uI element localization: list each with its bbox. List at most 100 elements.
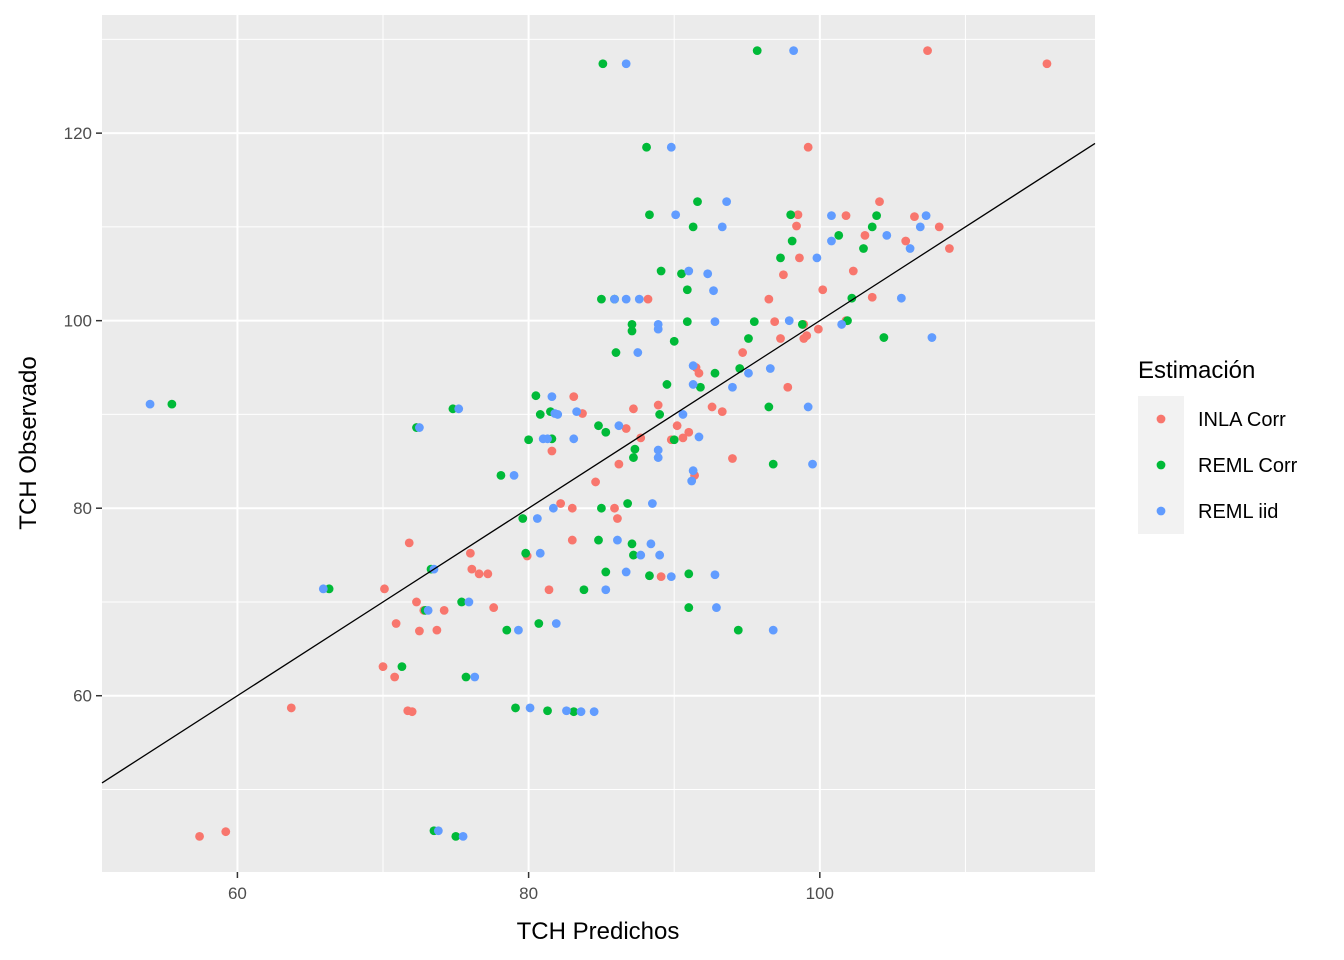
data-point: [669, 336, 679, 346]
data-point: [458, 831, 468, 841]
data-point: [636, 433, 646, 443]
data-point: [623, 499, 633, 508]
data-point: [551, 619, 561, 628]
y-tick-label: 60: [73, 687, 92, 706]
data-point: [621, 424, 631, 433]
data-point: [397, 662, 407, 672]
data-point: [653, 445, 663, 455]
data-point: [195, 831, 204, 841]
data-point: [597, 294, 606, 304]
data-point: [598, 59, 608, 69]
y-tick-label: 100: [64, 312, 92, 331]
data-point: [535, 548, 545, 558]
data-point: [439, 605, 449, 615]
data-point: [470, 672, 480, 682]
data-point: [423, 605, 433, 615]
data-point: [818, 285, 828, 295]
data-point: [693, 197, 702, 206]
data-point: [627, 539, 637, 549]
data-point: [703, 269, 713, 279]
data-point: [710, 368, 720, 378]
data-point: [802, 331, 812, 341]
data-point: [378, 662, 388, 672]
y-axis-ticks: 60 80 100 120: [64, 124, 102, 706]
data-point: [786, 210, 796, 220]
data-point: [707, 402, 717, 412]
data-point: [627, 320, 637, 329]
data-point: [569, 707, 579, 717]
data-point: [682, 285, 692, 295]
data-point: [688, 466, 698, 476]
data-point: [591, 477, 600, 487]
data-point: [687, 476, 697, 486]
legend-key: [1156, 414, 1166, 424]
data-point: [579, 585, 589, 595]
data-point: [467, 564, 477, 574]
data-point: [614, 459, 624, 469]
data-point: [827, 211, 836, 221]
data-point: [514, 625, 523, 635]
data-point: [712, 603, 721, 612]
data-point: [627, 326, 637, 336]
data-point: [451, 831, 461, 841]
data-point: [653, 400, 663, 410]
data-point: [728, 382, 737, 392]
x-tick-label: 100: [806, 884, 834, 903]
data-point: [594, 535, 603, 545]
data-point: [569, 434, 579, 444]
data-point: [717, 407, 727, 417]
data-point: [543, 434, 552, 444]
y-tick-label: 120: [64, 124, 92, 143]
data-point: [882, 230, 892, 240]
data-point: [710, 317, 720, 327]
data-point: [779, 270, 788, 280]
data-point: [812, 253, 822, 263]
identity-line: [101, 142, 1096, 784]
data-point: [642, 142, 651, 152]
data-point: [749, 317, 759, 327]
data-point: [696, 382, 705, 392]
data-point: [813, 324, 823, 334]
data-point: [867, 222, 877, 232]
data-point: [768, 459, 778, 469]
data-point: [483, 569, 493, 579]
data-point: [167, 399, 177, 409]
data-point: [454, 404, 464, 414]
data-point: [841, 211, 851, 221]
data-point: [808, 459, 817, 469]
data-point: [744, 368, 753, 378]
data-point: [597, 503, 606, 513]
data-point: [621, 567, 631, 577]
data-point: [927, 333, 937, 342]
data-point: [461, 672, 471, 682]
data-point: [671, 210, 681, 220]
legend-key: [1156, 460, 1166, 470]
data-point: [621, 294, 631, 304]
data-point: [764, 294, 774, 304]
data-point: [803, 142, 813, 152]
data-point: [534, 619, 544, 628]
data-point: [764, 402, 774, 412]
data-point: [653, 324, 663, 334]
data-point: [465, 548, 475, 558]
data-point: [860, 230, 870, 240]
data-point: [634, 294, 644, 304]
data-point: [594, 421, 603, 431]
data-point: [684, 427, 694, 437]
data-point: [710, 570, 720, 580]
data-point: [572, 407, 582, 417]
data-point: [688, 380, 698, 389]
data-point: [803, 402, 813, 412]
data-point: [518, 514, 528, 523]
data-point: [610, 503, 619, 513]
data-point: [847, 293, 857, 303]
data-point: [859, 244, 868, 253]
data-point: [613, 514, 622, 523]
y-tick-label: 80: [73, 499, 92, 518]
data-point: [923, 46, 932, 56]
legend-title: Estimación: [1138, 357, 1255, 384]
data-point: [793, 210, 803, 220]
data-point: [752, 46, 762, 56]
x-axis-ticks: 60 80 100: [228, 872, 834, 903]
data-point: [567, 503, 577, 513]
